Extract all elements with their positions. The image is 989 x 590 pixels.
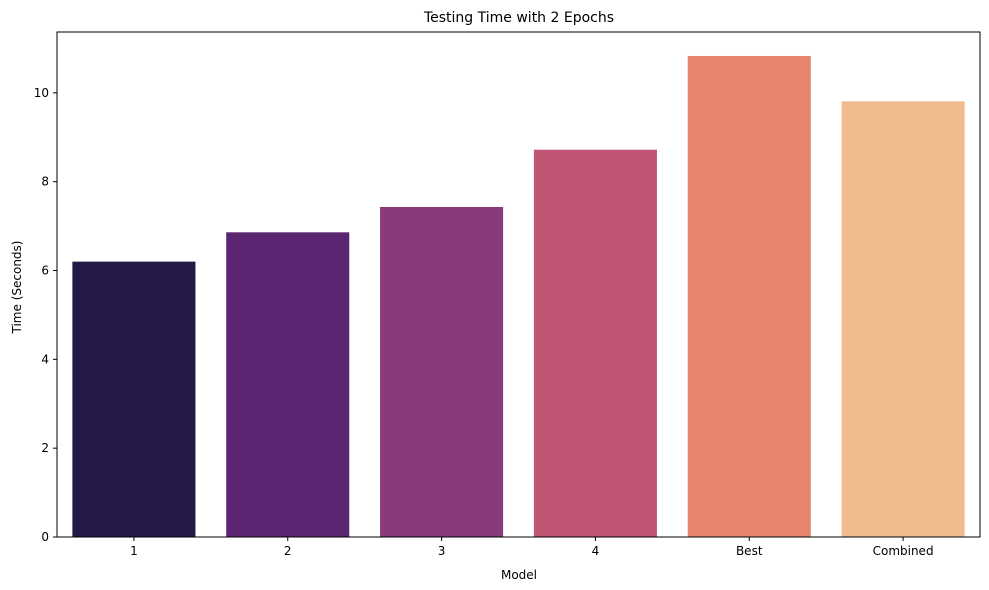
y-tick-label: 8 [41, 175, 49, 189]
bar-combined [841, 101, 965, 537]
y-tick-label: 2 [41, 441, 49, 455]
y-axis-label: Time (Seconds) [10, 241, 24, 335]
bar-4 [533, 149, 657, 538]
x-tick-label: 4 [592, 544, 600, 558]
y-axis: 0 2 4 6 8 10 [34, 86, 57, 544]
x-tick-label: 2 [284, 544, 292, 558]
y-tick-label: 4 [41, 352, 49, 366]
x-axis: 1 2 3 4 Best Combined [130, 537, 934, 558]
plot-frame [56, 31, 981, 538]
x-tick-label: 1 [130, 544, 138, 558]
x-axis-label: Model [501, 568, 537, 582]
x-tick-label: Combined [873, 544, 934, 558]
bar-2 [226, 232, 350, 537]
y-tick-label: 6 [41, 264, 49, 278]
bar-3 [380, 206, 504, 537]
y-tick-label: 10 [34, 86, 49, 100]
bar-best [687, 55, 811, 538]
x-tick-label: Best [736, 544, 763, 558]
bars-group [72, 55, 965, 538]
y-tick-label: 0 [41, 530, 49, 544]
x-tick-label: 3 [438, 544, 446, 558]
chart-title: Testing Time with 2 Epochs [423, 10, 614, 26]
bar-1 [72, 261, 196, 537]
